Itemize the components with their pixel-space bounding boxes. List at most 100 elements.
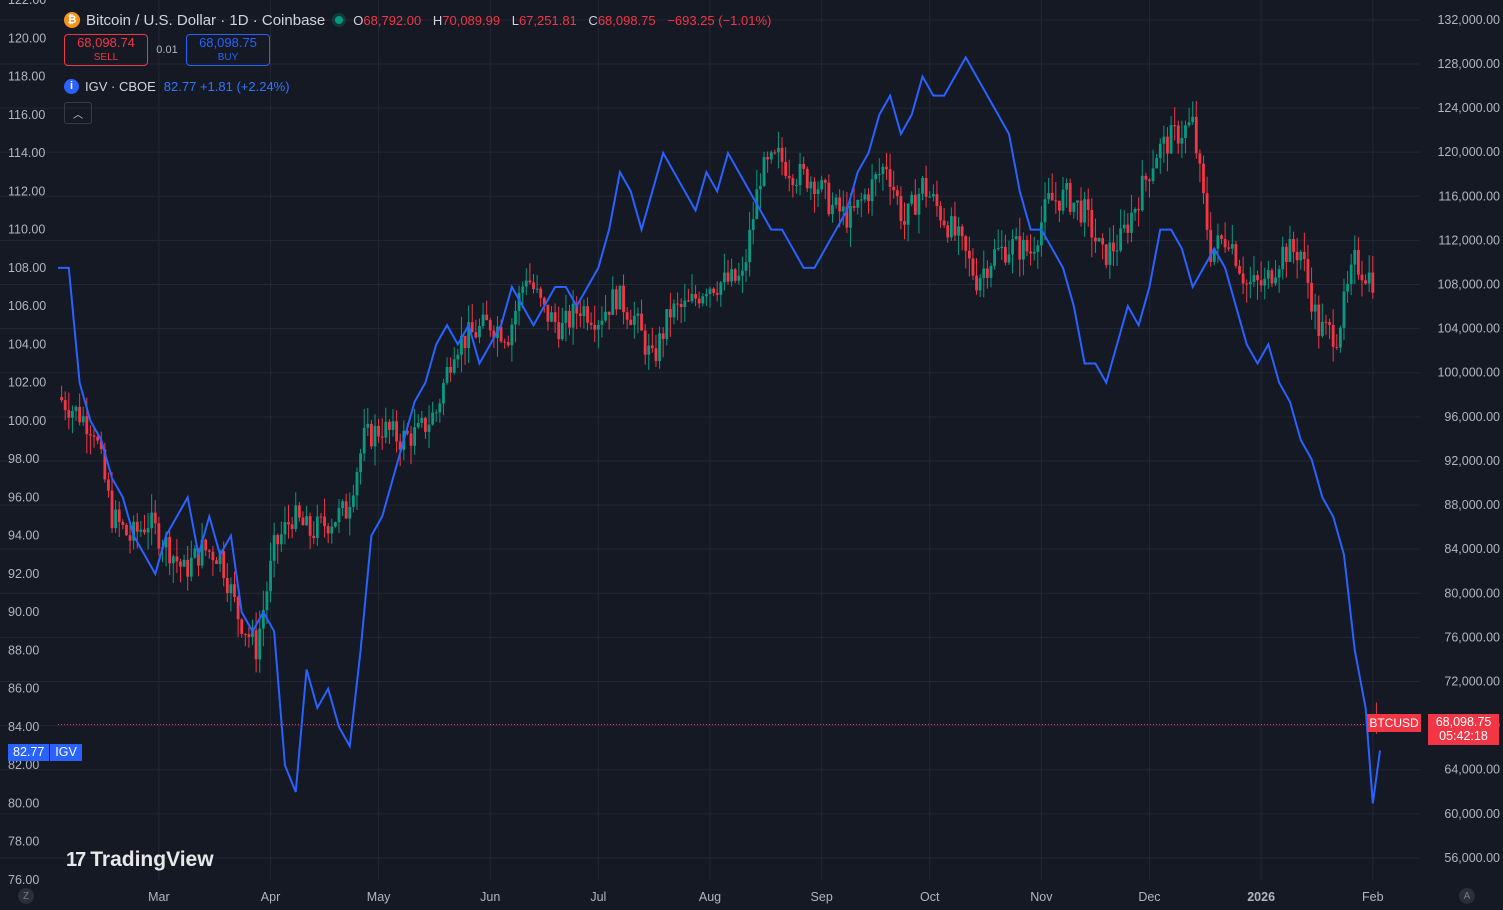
candle-body bbox=[798, 163, 802, 186]
candle-body bbox=[305, 516, 308, 526]
overlay-legend[interactable]: i IGV · CBOE 82.77 +1.81 (+2.24%) bbox=[64, 74, 771, 98]
time-axis-tick-label: Sep bbox=[811, 890, 833, 904]
candle-body bbox=[524, 280, 528, 287]
candle-body bbox=[107, 479, 110, 491]
candle-body bbox=[535, 288, 539, 290]
buy-button[interactable]: 68,098.75 BUY bbox=[186, 34, 270, 66]
candle-body bbox=[1007, 254, 1011, 263]
candle-body bbox=[1148, 179, 1151, 182]
candle-body bbox=[903, 221, 906, 225]
candle-body bbox=[1324, 321, 1328, 323]
candle-body bbox=[1216, 235, 1220, 249]
candle-body bbox=[171, 556, 175, 564]
time-axis-tick-label: Dec bbox=[1138, 890, 1160, 904]
candle-body bbox=[1349, 264, 1353, 285]
left-price-axis[interactable]: 76.00 78.00 80.00 82.00 84.00 86.00 88.00 90.00… bbox=[8, 0, 46, 887]
candle-body bbox=[773, 152, 777, 154]
candle-body bbox=[571, 303, 575, 328]
candle-body bbox=[604, 311, 607, 321]
symbol-title[interactable]: Bitcoin / U.S. Dollar · 1D · Coinbase bbox=[86, 11, 326, 29]
candle-body bbox=[1306, 258, 1310, 283]
time-axis-tick-label: Oct bbox=[920, 890, 940, 904]
candle-body bbox=[193, 548, 197, 558]
candle-body bbox=[683, 300, 687, 308]
candle-body bbox=[1025, 239, 1029, 252]
candle-body bbox=[373, 425, 377, 447]
candle-body bbox=[481, 314, 485, 326]
igv-value-tag: 82.77 IGV bbox=[8, 744, 82, 761]
chart-grid bbox=[0, 0, 1420, 880]
candle-body bbox=[1126, 224, 1130, 233]
candle-body bbox=[852, 206, 856, 208]
main-series-legend[interactable]: ₿ Bitcoin / U.S. Dollar · 1D · Coinbase … bbox=[64, 8, 771, 32]
right-axis-tick-label: 80,000.00 bbox=[1444, 586, 1500, 600]
candle-body bbox=[143, 529, 146, 533]
candle-body bbox=[74, 406, 78, 412]
candle-body bbox=[197, 548, 200, 566]
right-price-axis[interactable]: 56,000.0060,000.0064,000.0068,000.0072,0… bbox=[1437, 13, 1500, 865]
collapse-legend-button[interactable]: ︿ bbox=[64, 102, 92, 124]
candle-body bbox=[730, 269, 734, 282]
candle-body bbox=[1205, 193, 1209, 230]
left-axis-tick-label: 122.00 bbox=[8, 0, 46, 7]
time-axis-tick-label: Aug bbox=[699, 890, 721, 904]
candle-body bbox=[723, 272, 726, 283]
right-axis-tick-label: 120,000.00 bbox=[1437, 145, 1500, 159]
candle-body bbox=[575, 303, 579, 314]
igv-line bbox=[58, 55, 1381, 804]
candle-body bbox=[1302, 251, 1306, 259]
corner-left-label: Z bbox=[22, 890, 30, 902]
sell-button[interactable]: 68,098.74 SELL bbox=[64, 34, 148, 66]
candle-body bbox=[420, 417, 424, 423]
candle-body bbox=[355, 472, 359, 496]
candle-body bbox=[1277, 269, 1281, 278]
candle-body bbox=[1310, 282, 1313, 312]
candle-body bbox=[985, 268, 989, 278]
candle-body bbox=[463, 335, 467, 349]
candle-body bbox=[222, 551, 226, 579]
tradingview-mark-icon: 17 bbox=[66, 848, 86, 871]
candle-body bbox=[1360, 274, 1364, 281]
candle-body bbox=[442, 382, 445, 404]
right-axis-tick-label: 60,000.00 bbox=[1444, 807, 1500, 821]
auto-scale-left-button[interactable]: Z bbox=[18, 888, 34, 904]
candle-body bbox=[1166, 136, 1169, 154]
candle-body bbox=[971, 258, 975, 276]
candle-body bbox=[899, 196, 903, 222]
candle-body bbox=[704, 294, 708, 297]
left-axis-tick-label: 108.00 bbox=[8, 261, 46, 275]
candle-body bbox=[809, 181, 813, 189]
candle-body bbox=[964, 236, 968, 251]
time-axis[interactable]: Mar Apr May Jun Jul Aug Sep Oct Nov Dec 2026 Feb bbox=[148, 890, 1384, 904]
candle-body bbox=[679, 304, 683, 308]
candle-body bbox=[906, 203, 910, 225]
left-axis-tick-label: 114.00 bbox=[8, 146, 45, 160]
chevron-up-icon: ︿ bbox=[73, 109, 83, 121]
candle-body bbox=[867, 194, 870, 202]
candle-body bbox=[1313, 304, 1317, 312]
candle-body bbox=[344, 501, 348, 519]
candle-body bbox=[1230, 244, 1234, 249]
candle-body bbox=[614, 289, 618, 310]
tradingview-logo[interactable]: 17 TradingView bbox=[66, 848, 214, 872]
candle-body bbox=[409, 433, 413, 446]
time-axis-tick-label: Jul bbox=[590, 890, 606, 904]
candle-body bbox=[640, 313, 643, 331]
candle-body bbox=[676, 303, 679, 305]
candle-body bbox=[1194, 116, 1198, 154]
candle-body bbox=[690, 293, 694, 302]
candle-body bbox=[478, 325, 481, 338]
auto-scale-right-button[interactable]: A bbox=[1459, 888, 1475, 904]
candle-body bbox=[1227, 247, 1231, 249]
candle-body bbox=[600, 320, 604, 325]
candle-body bbox=[557, 322, 561, 340]
info-icon[interactable]: i bbox=[64, 78, 79, 94]
chart-legend: ₿ Bitcoin / U.S. Dollar · 1D · Coinbase … bbox=[64, 8, 771, 124]
candle-body bbox=[218, 551, 222, 565]
candle-body bbox=[319, 516, 323, 518]
candle-body bbox=[827, 182, 831, 215]
candle-body bbox=[931, 194, 935, 197]
candle-body bbox=[1039, 222, 1043, 246]
spread-value: 0.01 bbox=[156, 44, 178, 56]
